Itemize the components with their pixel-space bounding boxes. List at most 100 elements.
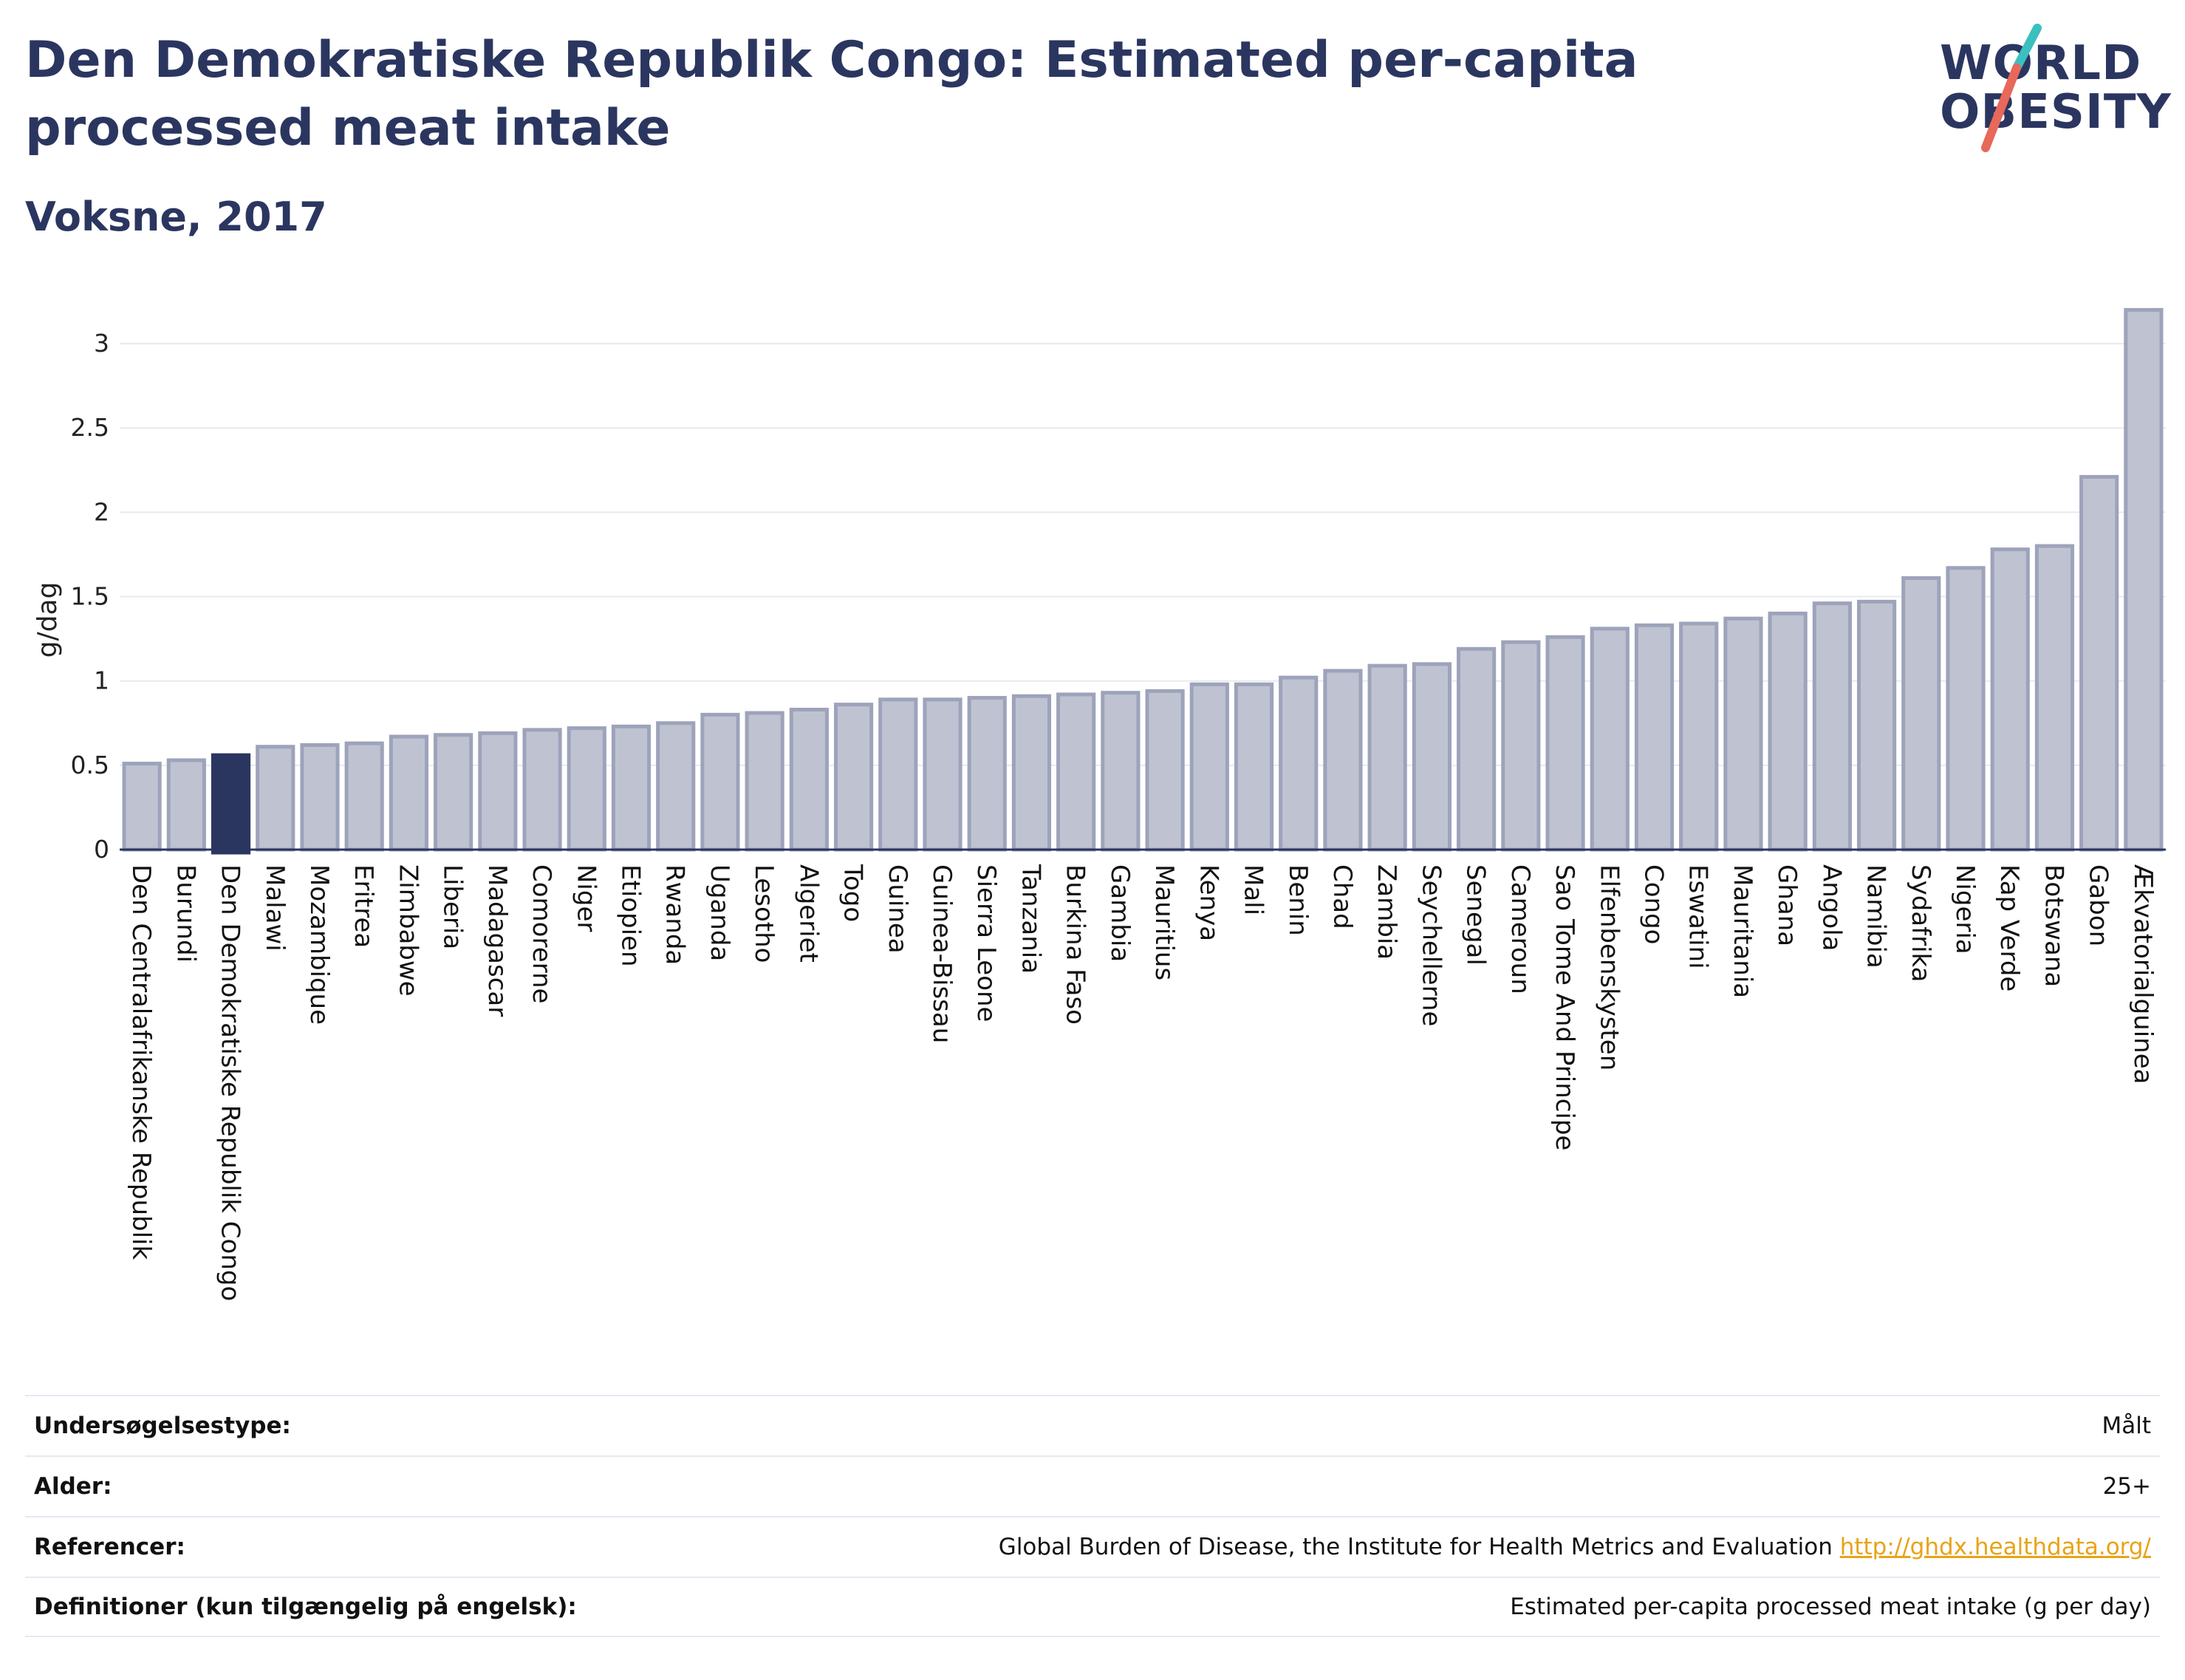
bar [344,741,384,852]
x-tick-label: Mauritania [1728,864,1757,998]
x-tick-label: Niger [571,864,601,932]
bar [1101,691,1141,852]
bar [1501,640,1541,852]
x-tick-label: Kenya [1194,864,1223,941]
bar [1590,626,1630,852]
bar [478,731,518,852]
x-tick-label: Sierra Leone [971,864,1001,1022]
x-tick-label: Elfenbenskysten [1594,864,1624,1071]
x-tick-label: Cameroun [1505,864,1535,994]
info-label: Referencer: [34,1534,185,1560]
bar [1857,599,1897,852]
x-tick-label: Zambia [1372,864,1401,960]
world-obesity-logo[interactable]: WORLD OBESITY [1928,22,2172,155]
bar [567,726,606,852]
reference-text: Global Burden of Disease, the Institute … [998,1534,1833,1560]
bar [1723,616,1763,852]
x-tick-label: Eritrea [349,864,378,948]
y-tick-label: 0.5 [71,751,109,779]
bar [300,742,340,852]
x-tick-label: Sao Tome And Principe [1550,864,1579,1150]
x-tick-label: Mauritius [1149,864,1179,980]
x-tick-label: Den Demokratiske Republik Congo [216,864,245,1301]
bar [1412,662,1451,852]
x-tick-label: Malawi [260,864,290,952]
y-tick-label: 1.5 [71,582,109,611]
x-tick-label: Sydafrika [1906,864,1935,982]
x-tick-label: Guinea-Bissau [927,864,957,1043]
info-row-survey-type: Undersøgelsestype: Målt [25,1395,2160,1455]
info-label: Undersøgelsestype: [34,1413,291,1439]
bar [1189,682,1229,852]
x-tick-label: Liberia [438,864,468,949]
bar [1056,692,1096,852]
bar [1145,689,1185,852]
x-tick-label: Angola [1816,864,1846,951]
y-tick-label: 3 [94,329,109,358]
x-tick-label: Etiopien [616,864,646,967]
x-tick-label: Benin [1283,864,1313,936]
bar [656,721,696,852]
bar [1367,663,1407,852]
bar [923,697,962,852]
info-label: Definitioner (kun tilgængelig på engelsk… [34,1594,577,1620]
x-tick-label: Lesotho [749,864,779,963]
x-tick-label: Tanzania [1016,864,1045,974]
x-tick-label: Botswana [2039,864,2068,987]
x-tick-label: Mozambique [304,864,334,1025]
x-tick-label: Madagascar [482,864,512,1017]
x-tick-label: Gabon [2084,864,2113,946]
x-tick-label: Comorerne [527,864,556,1003]
bar [700,712,740,852]
bar [967,696,1007,852]
bar [1323,669,1363,852]
x-tick-label: Seychellerne [1416,864,1446,1026]
bar [2124,307,2164,852]
x-tick-label: Namibia [1861,864,1891,969]
info-value: Global Burden of Disease, the Institute … [999,1534,2151,1560]
info-value: Estimated per-capita processed meat inta… [1510,1594,2151,1620]
bar [1990,547,2030,852]
x-tick-label: Den Centralafrikanske Republik [126,864,156,1260]
x-tick-label: Uganda [705,864,734,961]
info-row-definitions: Definitioner (kun tilgængelig på engelsk… [25,1577,2160,1637]
x-tick-label: Ghana [1772,864,1802,946]
bar [434,733,473,852]
x-tick-label: Togo [838,864,868,922]
x-tick-label: Congo [1639,864,1669,944]
bar [211,753,251,855]
x-tick-label: Nigeria [1950,864,1980,955]
x-tick-label: Ækvatorialguinea [2128,864,2158,1084]
x-tick-label: Burundi [171,864,200,963]
bar [1457,646,1497,852]
bar [789,708,829,852]
y-tick-label: 2.5 [71,413,109,442]
x-tick-label: Rwanda [660,864,690,965]
bar [1634,623,1675,852]
bar [1011,694,1052,852]
bar [745,711,784,852]
x-tick-label: Mali [1239,864,1268,915]
reference-link[interactable]: http://ghdx.healthdata.org/ [1839,1534,2151,1560]
bar [834,703,874,852]
bar [1901,576,1941,852]
y-tick-label: 0 [94,835,109,864]
x-tick-label: Senegal [1461,864,1491,966]
bar [2079,474,2119,852]
bar [256,745,295,852]
chart-title: Den Demokratiske Republik Congo: Estimat… [25,31,1638,157]
info-row-references: Referencer: Global Burden of Disease, th… [25,1516,2160,1577]
logo-slash-icon [1981,24,2042,152]
info-table: Undersøgelsestype: Målt Alder: 25+ Refer… [25,1395,2160,1637]
bar [1946,566,1986,852]
bar [1679,621,1719,852]
x-tick-label: Kap Verde [1994,864,2024,991]
info-value: Målt [2102,1413,2151,1439]
logo-line-2: OBESITY [1940,85,2172,140]
bar [878,697,918,852]
bar [1545,635,1585,852]
bar [1812,601,1852,852]
bar [389,734,429,852]
logo-line-1: WORLD [1940,36,2142,91]
x-tick-label: Gambia [1105,864,1135,962]
